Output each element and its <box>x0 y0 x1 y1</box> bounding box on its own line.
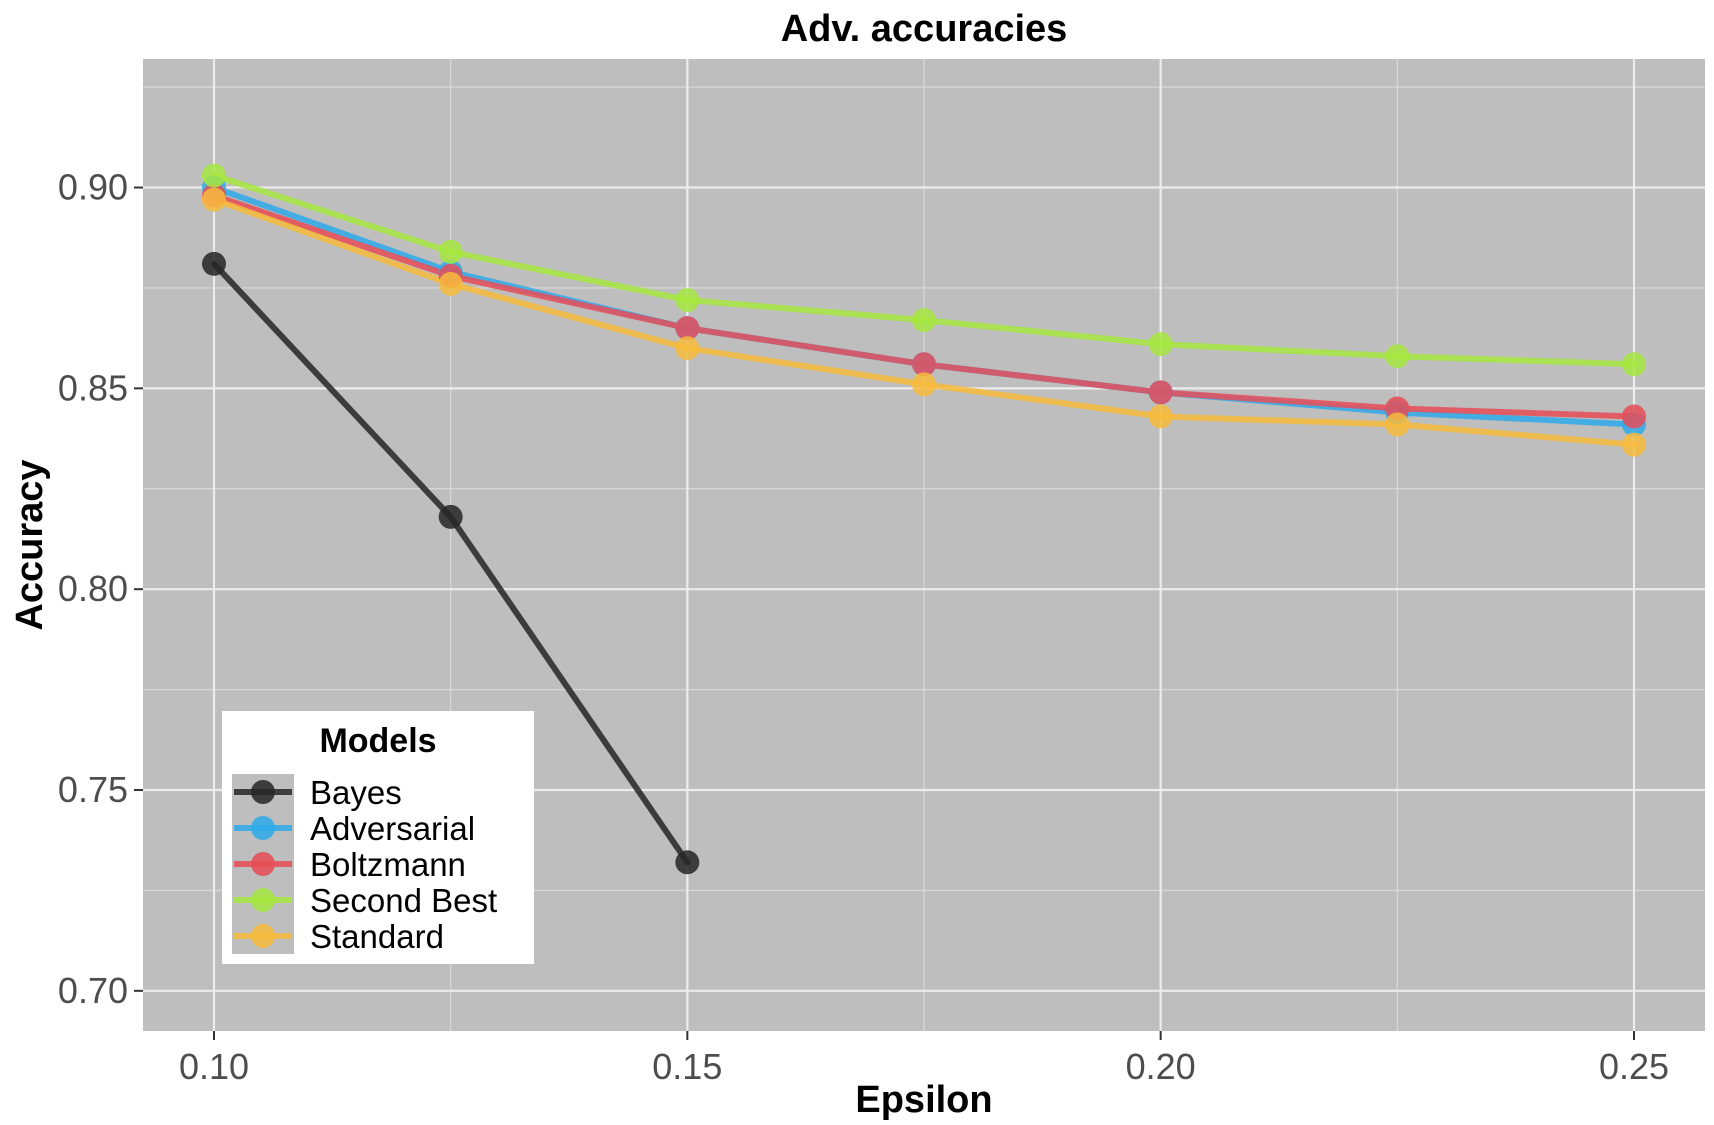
legend-item-second-best: Second Best <box>234 882 497 919</box>
y-tick-label: 0.85 <box>58 367 128 408</box>
data-point-standard <box>438 271 463 296</box>
legend-label: Second Best <box>310 882 497 919</box>
y-tick-label: 0.80 <box>58 568 128 609</box>
legend-key-point <box>251 852 275 876</box>
data-point-second-best <box>1622 352 1646 377</box>
chart-title: Adv. accuracies <box>781 8 1068 50</box>
data-point-second-best <box>1148 332 1173 357</box>
legend-item-boltzmann: Boltzmann <box>234 846 466 883</box>
data-point-second-best <box>912 308 936 333</box>
y-axis: 0.70 0.75 0.80 0.85 0.90 <box>58 167 143 1011</box>
x-tick-label: 0.15 <box>652 1046 722 1087</box>
legend-key-point <box>251 780 275 804</box>
y-axis-title: Accuracy <box>9 459 51 630</box>
data-point-second-best <box>1385 344 1410 369</box>
x-axis: 0.10 0.15 0.20 0.25 <box>179 1031 1669 1087</box>
data-point-standard <box>1385 412 1410 437</box>
data-point-second-best <box>675 287 700 312</box>
data-point-boltzmann <box>912 352 936 377</box>
x-axis-title: Epsilon <box>855 1079 992 1121</box>
series-layer <box>202 163 1646 875</box>
legend-label: Adversarial <box>310 810 475 847</box>
data-point-boltzmann <box>675 316 700 341</box>
data-point-standard <box>1148 404 1173 429</box>
legend-label: Standard <box>310 918 444 955</box>
data-point-standard <box>1622 432 1646 457</box>
y-tick-label: 0.75 <box>58 769 128 810</box>
legend-title: Models <box>319 722 436 760</box>
y-tick-label: 0.70 <box>58 970 128 1011</box>
data-point-second-best <box>438 239 463 264</box>
data-point-second-best <box>202 163 226 188</box>
legend-item-standard: Standard <box>234 918 444 955</box>
legend-label: Bayes <box>310 774 402 811</box>
legend-key-point <box>251 924 275 948</box>
data-point-boltzmann <box>1622 404 1646 429</box>
x-tick-label: 0.20 <box>1126 1046 1196 1087</box>
legend-key-point <box>251 888 275 912</box>
x-tick-label: 0.10 <box>179 1046 249 1087</box>
x-tick-label: 0.25 <box>1599 1046 1669 1087</box>
data-point-standard <box>202 187 226 212</box>
data-point-standard <box>912 372 936 397</box>
legend-item-adversarial: Adversarial <box>234 810 475 847</box>
data-point-bayes <box>675 850 700 875</box>
legend-key-point <box>251 816 275 840</box>
data-point-bayes <box>438 504 463 529</box>
legend-label: Boltzmann <box>310 846 466 883</box>
y-tick-label: 0.90 <box>58 167 128 208</box>
data-point-bayes <box>202 251 226 276</box>
data-point-standard <box>675 336 700 361</box>
data-point-boltzmann <box>1148 380 1173 405</box>
legend-item-bayes: Bayes <box>234 774 402 811</box>
